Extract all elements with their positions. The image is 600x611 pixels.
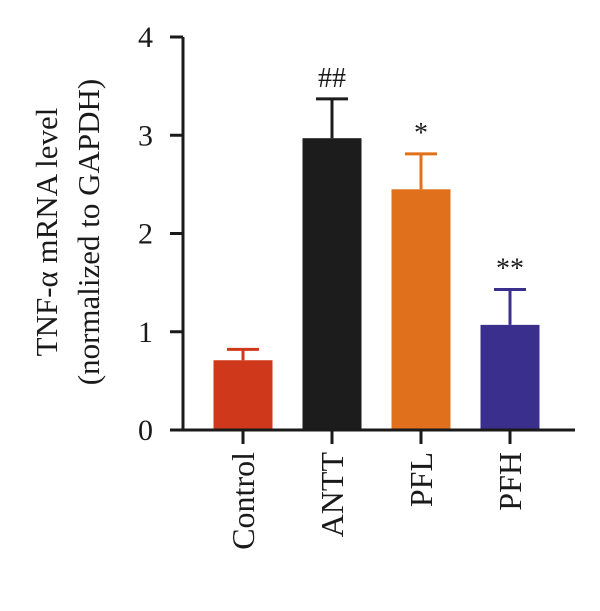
category-label-pfl: PFL: [403, 452, 439, 507]
ticks-layer: [170, 35, 512, 444]
y-tick-label-2: 2: [138, 218, 153, 251]
y-tick-label-1: 1: [138, 316, 153, 349]
category-label-pfh: PFH: [492, 452, 528, 511]
labels-layer: 0 1 2 3 4 Control ANTT ## PFL * PFH **: [138, 21, 528, 550]
bar-pfh: [480, 324, 540, 430]
category-label-control: Control: [225, 452, 261, 550]
significance-antt: ##: [318, 63, 346, 94]
y-axis-label-line2: (normalized to GAPDH): [71, 79, 106, 386]
bar-pfl: [391, 189, 451, 430]
y-tick-label-3: 3: [138, 119, 153, 152]
category-label-antt: ANTT: [314, 452, 350, 538]
bar-control: [213, 360, 273, 430]
y-axis-label-line1: TNF-α mRNA level: [29, 108, 64, 357]
y-tick-label-0: 0: [138, 414, 153, 447]
bar-antt: [302, 138, 362, 430]
bars-layer: [213, 97, 540, 430]
y-tick-label-4: 4: [138, 21, 153, 54]
significance-pfh: **: [496, 254, 524, 285]
significance-pfl: *: [414, 118, 428, 149]
